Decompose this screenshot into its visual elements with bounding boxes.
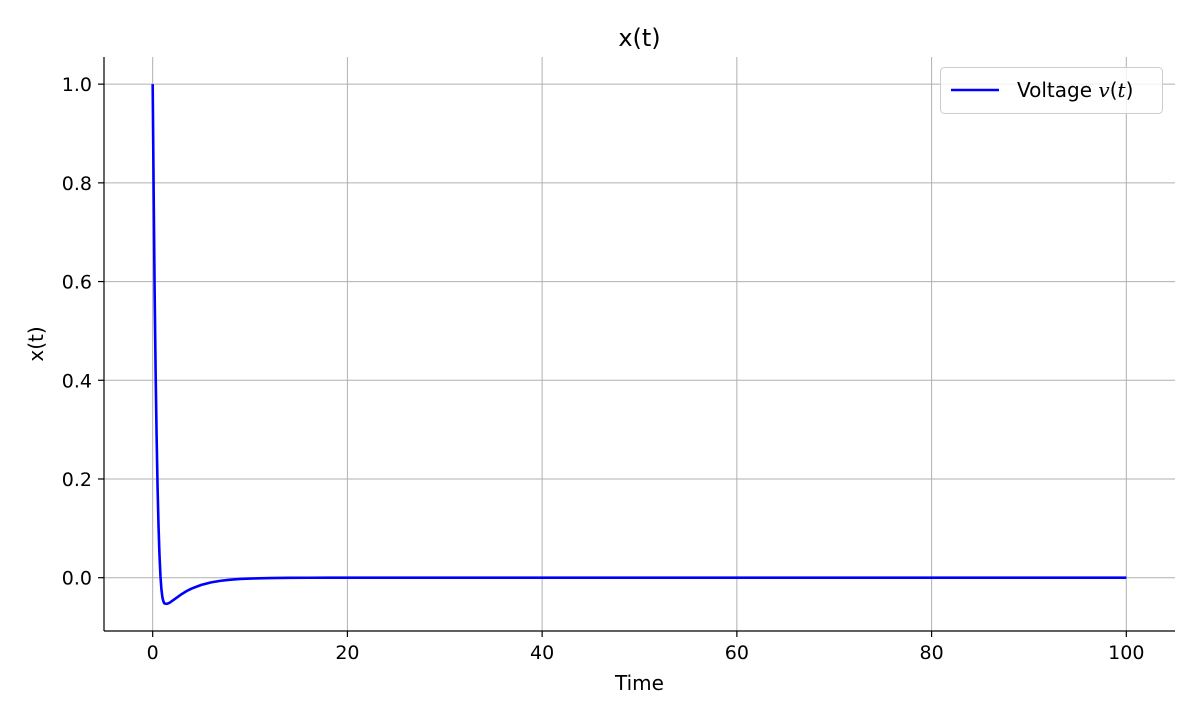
y-ticks: 0.0 0.2 0.4 0.6 0.8 1.0 — [62, 74, 104, 590]
series-line-voltage — [151, 84, 1127, 606]
axes — [103, 57, 1175, 632]
x-ticks: 0 20 40 60 80 100 — [147, 631, 1144, 664]
x-tick-label: 0 — [147, 642, 159, 664]
y-tick-label: 1.0 — [62, 74, 92, 96]
legend-math-arg: t — [1118, 78, 1127, 102]
y-tick-label: 0.4 — [62, 370, 92, 392]
legend-label: Voltage v(t) — [1017, 78, 1133, 102]
y-tick-label: 0.6 — [62, 272, 92, 294]
x-tick-label: 60 — [725, 642, 749, 664]
y-tick-label: 0.8 — [62, 173, 92, 195]
legend-box — [940, 67, 1163, 114]
legend-prefix: Voltage — [1017, 78, 1092, 102]
chart-title: x(t) — [618, 24, 660, 52]
legend-math-open: ( — [1110, 78, 1118, 102]
legend-math-close: ) — [1126, 78, 1134, 102]
x-tick-label: 80 — [919, 642, 943, 664]
legend: Voltage v(t) — [940, 67, 1163, 114]
y-tick-label: 0.2 — [62, 469, 92, 491]
x-tick-label: 20 — [335, 642, 359, 664]
y-tick-label: 0.0 — [62, 568, 92, 590]
series-group — [151, 84, 1127, 606]
x-tick-label: 40 — [530, 642, 554, 664]
y-axis-label: x(t) — [24, 326, 48, 361]
x-axis-label: Time — [614, 671, 664, 695]
legend-math-var: v — [1098, 78, 1110, 102]
x-tick-label: 100 — [1108, 642, 1144, 664]
